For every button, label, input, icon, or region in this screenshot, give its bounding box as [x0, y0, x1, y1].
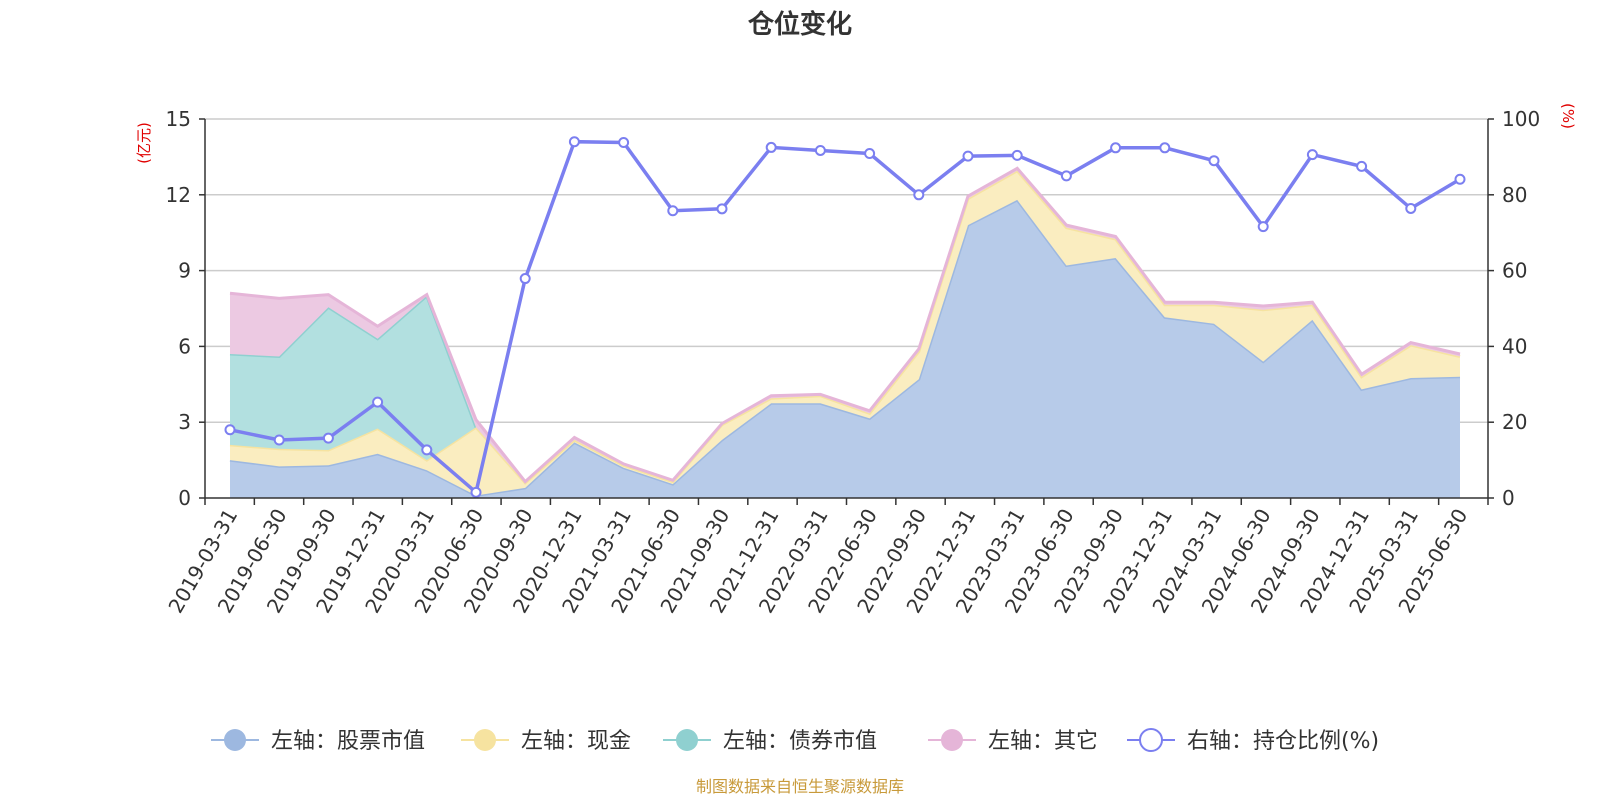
right-tick-label: 80	[1502, 183, 1527, 207]
line-point	[1011, 149, 1023, 161]
legend-item: 左轴：现金	[461, 729, 631, 754]
line-point	[421, 444, 433, 456]
line-point	[322, 432, 334, 444]
line-point	[1405, 202, 1417, 214]
legend-label: 左轴：债券市值	[723, 729, 877, 754]
left-tick-label: 0	[178, 486, 191, 510]
line-point	[962, 150, 974, 162]
legend-item: 左轴：债券市值	[663, 729, 877, 754]
line-point	[814, 144, 826, 156]
right-tick-label: 20	[1502, 410, 1527, 434]
left-tick-label: 9	[178, 259, 191, 283]
legend-label: 左轴：其它	[988, 729, 1098, 754]
line-point	[864, 147, 876, 159]
area-series-group	[229, 166, 1461, 498]
line-point	[765, 141, 777, 153]
right-tick-label: 40	[1502, 334, 1527, 358]
right-axis-unit: (%)	[1559, 103, 1577, 129]
left-tick-label: 12	[166, 183, 191, 207]
left-tick-label: 6	[178, 334, 191, 358]
line-point	[1356, 160, 1368, 172]
area-左轴：股票市值	[230, 199, 1460, 498]
line-point	[913, 189, 925, 201]
line-point	[667, 205, 679, 217]
legend-marker	[941, 729, 963, 751]
legend-marker	[474, 729, 496, 751]
legend-marker	[676, 729, 698, 751]
line-point	[1306, 149, 1318, 161]
line-position-ratio	[229, 139, 1461, 496]
legend: 左轴：股票市值 左轴：现金 左轴：债券市值 左轴：其它 右轴：持仓比例(%)	[211, 728, 1379, 754]
data-source-note: 制图数据来自恒生聚源数据库	[696, 777, 904, 796]
line-point	[273, 434, 285, 446]
line-series-group	[224, 136, 1466, 498]
line-point	[716, 203, 728, 215]
legend-marker	[224, 729, 246, 751]
right-tick-label: 0	[1502, 486, 1515, 510]
line-point	[519, 273, 531, 285]
line-point	[470, 486, 482, 498]
line-point	[1110, 142, 1122, 154]
line-point	[618, 136, 630, 148]
left-axis-unit: (亿元)	[135, 122, 153, 164]
line-point	[1060, 170, 1072, 182]
left-tick-label: 15	[166, 107, 191, 131]
legend-label: 左轴：股票市值	[271, 729, 425, 754]
area-左轴：债券市值	[230, 295, 476, 461]
line-point	[1208, 155, 1220, 167]
legend-label: 右轴：持仓比例(%)	[1187, 729, 1379, 754]
legend-item: 左轴：股票市值	[211, 729, 425, 754]
legend-item: 右轴：持仓比例(%)	[1127, 728, 1379, 754]
right-tick-label: 60	[1502, 259, 1527, 283]
line-point	[1257, 221, 1269, 233]
line-point	[1454, 173, 1466, 185]
legend-item: 左轴：其它	[928, 729, 1098, 754]
line-point	[372, 396, 384, 408]
left-tick-label: 3	[178, 410, 191, 434]
legend-marker	[1139, 728, 1163, 752]
area-outline-左轴：其它	[229, 166, 1461, 484]
line-point	[224, 424, 236, 436]
line-point	[1159, 142, 1171, 154]
chart-title: 仓位变化	[747, 9, 852, 40]
right-tick-label: 100	[1502, 107, 1540, 131]
legend-label: 左轴：现金	[521, 729, 631, 754]
line-point	[568, 136, 580, 148]
